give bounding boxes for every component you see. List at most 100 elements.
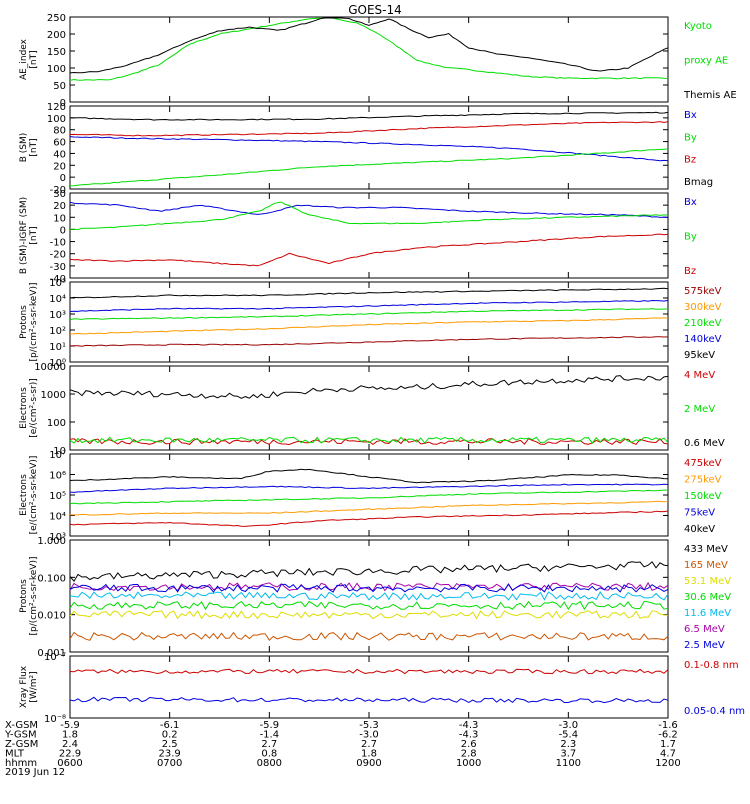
axis-table-value: 23.9 bbox=[159, 749, 181, 760]
series-line-53-1-MeV bbox=[69, 609, 669, 620]
axis-table-row-label: MLT bbox=[5, 749, 25, 760]
legend-label: By bbox=[684, 132, 697, 143]
axis-table-row-label: hhmm bbox=[5, 758, 37, 769]
series-line-165-MeV bbox=[69, 631, 669, 641]
series-line-Bz bbox=[69, 233, 669, 267]
axis-table-value: -5.3 bbox=[359, 720, 379, 731]
axis-table-row-label: Y-GSM bbox=[4, 730, 37, 741]
series-line-0-05-0-4-nm bbox=[69, 696, 669, 704]
series-line-140keV bbox=[69, 299, 669, 312]
y-tick-label: -20 bbox=[50, 185, 66, 196]
y-axis-label: [p/(cm²-s-sr-keV)] bbox=[29, 557, 39, 636]
axis-table-value: 1.7 bbox=[660, 739, 676, 750]
legend-label: 11.6 MeV bbox=[684, 608, 731, 619]
y-tick-label: 200 bbox=[47, 30, 66, 41]
y-tick-label: 250 bbox=[47, 13, 66, 24]
y-tick-label: 0 bbox=[60, 173, 66, 184]
series-line-40keV bbox=[69, 468, 669, 484]
series-line-Bx bbox=[69, 201, 669, 218]
legend-label: 6.5 MeV bbox=[684, 624, 725, 635]
legend-label: Bz bbox=[684, 266, 696, 277]
axis-table-value: -4.3 bbox=[459, 720, 479, 731]
y-tick-label: 0.001 bbox=[37, 648, 66, 659]
y-axis-label: B (SM)-IGRF (SM) bbox=[19, 197, 29, 274]
y-tick-label: 100 bbox=[47, 418, 66, 429]
legend-label: 53.1 MeV bbox=[684, 576, 731, 587]
y-tick-label: 10⁻⁷ bbox=[44, 652, 66, 663]
axis-table-value: -6.1 bbox=[160, 720, 180, 731]
y-tick-label: 10¹ bbox=[49, 342, 66, 353]
y-tick-label: 10⁵ bbox=[49, 491, 66, 502]
legend-label: 475keV bbox=[684, 458, 722, 469]
legend-label: 30.6 MeV bbox=[684, 592, 731, 603]
axis-table-value: 2.7 bbox=[361, 739, 377, 750]
series-line-Bmag bbox=[69, 111, 669, 121]
y-tick-label: 150 bbox=[47, 47, 66, 58]
axis-table-row-label: Z-GSM bbox=[5, 739, 38, 750]
y-axis-label: Electrons bbox=[19, 387, 29, 429]
series-line-475keV bbox=[69, 510, 669, 527]
y-tick-label: 10 bbox=[53, 446, 66, 457]
axis-table-value: 2.7 bbox=[261, 739, 277, 750]
legend-label: 2 MeV bbox=[684, 404, 715, 415]
legend-label: Bmag bbox=[684, 177, 713, 188]
panel-protons_low: 10⁰ 10¹ 10² 10³ 10⁴ 10⁵ Protons [p/(cm²-s-sr-ke… bbox=[19, 278, 722, 369]
series-line-30-6-MeV bbox=[69, 600, 669, 611]
legend-label: Themis AE bbox=[683, 90, 737, 101]
panel-electrons_low: 10³ 10⁴ 10⁵ 10⁶ 10⁷ Electrons [e/(cm²-s-sr-keV… bbox=[19, 450, 722, 543]
legend-label: 75keV bbox=[684, 508, 715, 519]
legend-label: 150keV bbox=[684, 491, 722, 502]
axis-table-value: -1.4 bbox=[260, 730, 280, 741]
axis-table-value: -5.9 bbox=[260, 720, 280, 731]
axis-table-value: 2.5 bbox=[162, 739, 178, 750]
y-tick-label: 0 bbox=[60, 98, 66, 109]
y-tick-label: 1000 bbox=[41, 390, 66, 401]
axis-table-value: -1.6 bbox=[658, 720, 678, 731]
legend-label: 300keV bbox=[684, 302, 722, 313]
y-tick-label: 50 bbox=[53, 81, 66, 92]
y-axis-label: Protons bbox=[19, 305, 29, 339]
series-line-0-1-0-8-nm bbox=[69, 668, 669, 675]
legend-label: 210keV bbox=[684, 318, 722, 329]
y-tick-label: -20 bbox=[50, 250, 66, 261]
panel-frame bbox=[69, 453, 669, 537]
y-tick-label: 10⁵ bbox=[49, 278, 66, 289]
axis-table-value: 3.7 bbox=[560, 749, 576, 760]
series-line-433-MeV bbox=[69, 561, 669, 583]
y-tick-label: 80 bbox=[53, 126, 66, 137]
series-line-By bbox=[69, 148, 669, 187]
legend-label: Kyoto bbox=[684, 21, 712, 32]
y-axis-label: [nT] bbox=[29, 226, 39, 244]
series-line-2-MeV bbox=[69, 436, 669, 444]
y-tick-label: 100 bbox=[47, 114, 66, 125]
y-axis-label: [p/(cm²-s-sr-keV)] bbox=[29, 283, 39, 362]
y-tick-label: 10⁴ bbox=[49, 294, 66, 305]
axis-table-value: 0600 bbox=[57, 758, 82, 769]
y-tick-label: 100 bbox=[47, 64, 66, 75]
y-tick-label: 1.000 bbox=[37, 536, 66, 547]
axis-table-value: 2.8 bbox=[461, 749, 477, 760]
y-tick-label: 120 bbox=[47, 102, 66, 113]
axis-table-value: 4.7 bbox=[660, 749, 676, 760]
series-line-95keV bbox=[69, 287, 669, 299]
legend-label: proxy AE bbox=[684, 56, 728, 67]
axis-table-value: 1100 bbox=[556, 758, 581, 769]
y-tick-label: 10² bbox=[49, 326, 66, 337]
y-axis-label: Xray Flux bbox=[19, 665, 29, 708]
axis-table-value: 0.2 bbox=[162, 730, 178, 741]
y-tick-label: -40 bbox=[50, 274, 66, 285]
y-tick-label: -30 bbox=[50, 262, 66, 273]
axis-table-value: 2.6 bbox=[461, 739, 477, 750]
axis-table-value: -4.3 bbox=[459, 730, 479, 741]
panel-frame bbox=[69, 192, 669, 279]
series-line-0-6-MeV bbox=[69, 375, 669, 399]
legend-label: 4 MeV bbox=[684, 370, 715, 381]
y-axis-label: AE_index bbox=[19, 38, 29, 80]
legend-label: 0.6 MeV bbox=[684, 438, 725, 449]
axis-table-value: -5.4 bbox=[559, 730, 579, 741]
y-tick-label: 30 bbox=[53, 189, 66, 200]
panel-frame bbox=[69, 281, 669, 363]
